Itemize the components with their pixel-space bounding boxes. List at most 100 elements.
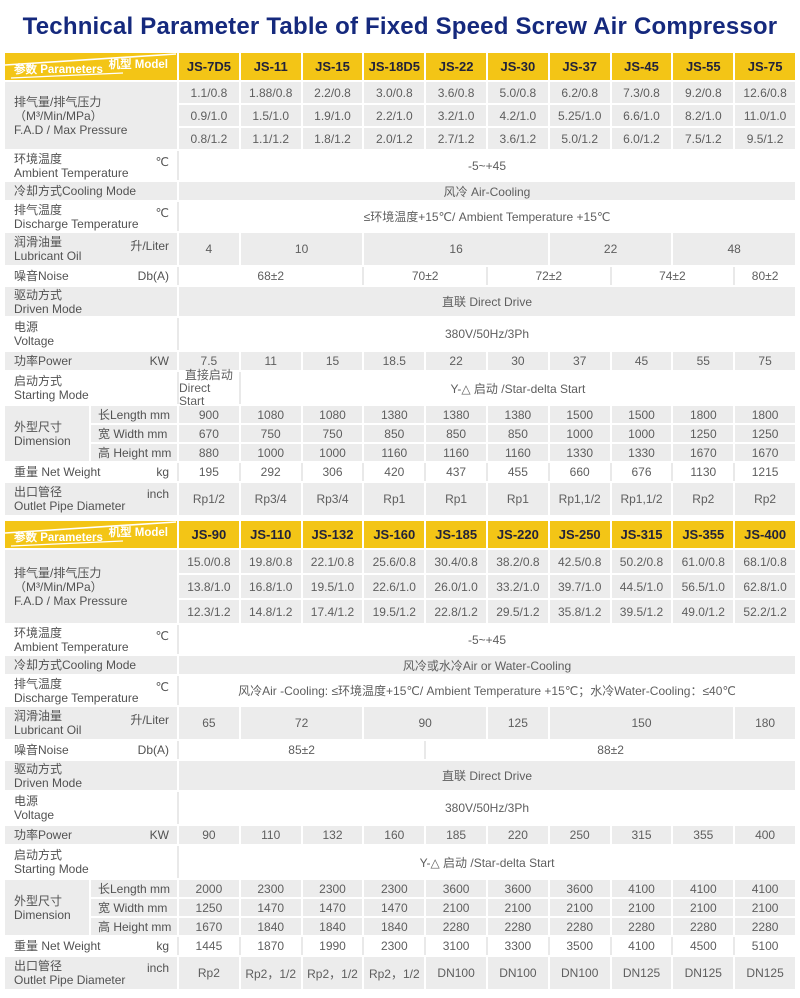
value-cell: DN125 [673,957,734,989]
label-line: 功率Power [14,828,73,842]
table-row: 驱动方式 Driven Mode 直联 Direct Drive [5,287,795,316]
value-cell: 3500 [549,937,610,955]
value-cell: Rp1 [364,483,425,515]
param-label: 环境温度 Ambient Temperature [14,152,129,180]
value-cell: 5.0/0.8 [487,82,548,103]
value-cell: 68.1/0.8 [735,550,795,573]
value-cell: 72±2 [487,267,610,285]
param-label-cell: 启动方式 Starting Mode [5,372,177,404]
value-cell: 44.5/1.0 [611,575,672,598]
value-cell: 850 [487,425,548,442]
value-cell: 2100 [426,899,486,916]
label-line: 排气量/排气压力（M³/Min/MPa） [14,565,103,594]
label-line: 环境温度 [14,625,63,640]
value-cell: 1840 [364,918,425,935]
model-header-cell: JS-160 [364,521,425,548]
value-cell: 39.7/1.0 [549,575,610,598]
value-cell: 1470 [364,899,425,916]
param-label-cell: 润滑油量 Lubricant Oil 升/Liter [5,707,177,739]
value-cell: 39.5/1.2 [611,600,672,623]
value-cell: 50.2/0.8 [611,550,672,573]
value-cell: 42.5/0.8 [549,550,610,573]
value-cell: 1000 [549,425,610,442]
unit-label: ℃ [155,680,169,694]
label-line: 重量 Net Weight [14,939,101,953]
table-row: 重量 Net Weight kg 195 292 306 420 437 455 660 676 1… [5,463,795,481]
param-label-cell: 外型尺寸 Dimension [5,880,89,935]
value-cell: 1160 [487,444,548,461]
value-cell: 29.5/1.2 [487,600,548,623]
value-cell: 2280 [611,918,672,935]
value-cell: 850 [364,425,425,442]
value-cell: 2.7/1.2 [426,128,486,149]
table-row: 润滑油量 Lubricant Oil 升/Liter 65 72 90 125 150 180 [5,707,795,739]
table-row: 冷却方式Cooling Mode 风冷或水冷Air or Water-Coolin… [5,656,795,674]
table-row: 电源 Voltage 380V/50Hz/3Ph [5,318,795,350]
value-cell: 1840 [302,918,363,935]
param-label-cell: 驱动方式 Driven Mode [5,287,177,316]
param-label: 出口管径 Outlet Pipe Diameter [14,959,125,987]
table-row: 驱动方式 Driven Mode 直联 Direct Drive [5,761,795,790]
value-cell: 7.5/1.2 [673,128,734,149]
table-row: 启动方式 Starting Mode 直接启动 Direct Start Y-△ 启动 … [5,368,795,407]
value-cell: 55 [673,352,734,370]
label-line: Discharge Temperature [14,216,139,231]
label-line: Ambient Temperature [14,165,129,180]
param-label: 功率Power [14,354,72,368]
dimension-sub-label: 宽 Width mm [91,899,177,916]
dimension-sub-label: 高 Height mm [91,918,177,935]
value-cell: 420 [364,463,425,481]
value-cell: 12.6/0.8 [735,82,795,103]
label-line: 润滑油量 [14,709,63,723]
param-label-cell: 重量 Net Weight kg [5,463,177,481]
param-label: 驱动方式 Driven Mode [14,288,82,316]
value-cell: 2100 [487,899,548,916]
table-row: 出口管径 Outlet Pipe Diameter inch Rp2 Rp2，1/2 Rp… [5,957,795,989]
value-cell: 7.3/0.8 [611,82,672,103]
value-cell: 1330 [611,444,672,461]
value-cell: Y-△ 启动 /Star-delta Start [240,372,795,404]
label-line: 电源 [14,794,39,808]
value-cell: 380V/50Hz/3Ph [179,318,795,350]
dimension-sub-label: 长Length mm [91,880,177,897]
value-cell: 2100 [549,899,610,916]
unit-label: Db(A) [137,269,169,283]
value-cell: 2100 [735,899,795,916]
label-line: 噪音Noise [14,743,69,757]
value-cell: 1990 [302,937,363,955]
label-line: Discharge Temperature [14,690,139,705]
value-cell: 10 [240,233,363,265]
value-cell: 4100 [673,880,734,897]
label-line: F.A.D / Max Pressure [14,122,128,137]
label-line: Starting Mode [14,388,89,402]
param-label-cell: 驱动方式 Driven Mode [5,761,177,790]
value-cell: 1.1/1.2 [240,128,301,149]
param-label: 排气温度 Discharge Temperature [14,203,139,231]
value-cell: Rp3/4 [302,483,363,515]
label-line: 电源 [14,320,39,334]
value-cell: 1870 [240,937,301,955]
value-cell: 220 [487,826,548,844]
param-label: 噪音Noise [14,269,69,283]
model-header-cell: JS-315 [611,521,672,548]
value-cell: 437 [426,463,486,481]
value-cell: 455 [487,463,548,481]
value-cell: 1380 [426,406,486,423]
table-row: 功率Power KW 90 110 132 160 185 220 250 315 355 400 [5,826,795,844]
value-cell: Rp1,1/2 [549,483,610,515]
model-header-cell: JS-110 [240,521,301,548]
value-cell: 2.2/1.0 [364,105,425,126]
value-cell: 88±2 [426,741,795,759]
value-cell: 22.1/0.8 [302,550,363,573]
value-cell: 1.5/1.0 [240,105,301,126]
value-cell: 9.5/1.2 [735,128,795,149]
value-cell: Rp2 [179,957,239,989]
unit-label: ℃ [155,629,169,643]
param-label-cell: 噪音Noise Db(A) [5,741,177,759]
label-line: 驱动方式 [14,287,63,302]
param-label: 出口管径 Outlet Pipe Diameter [14,485,125,513]
value-cell: 195 [179,463,239,481]
label-line: Dimension [14,433,71,448]
value-cell: 2280 [673,918,734,935]
value-cell: Rp2 [735,483,795,515]
